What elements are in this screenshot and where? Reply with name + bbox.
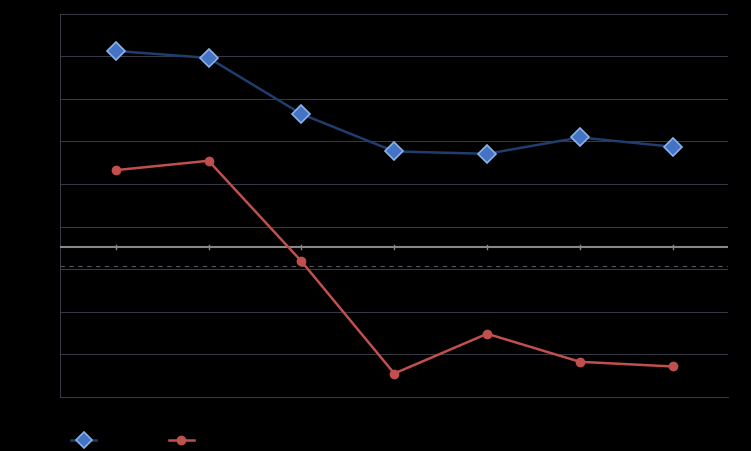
Legend: , : ,	[66, 429, 209, 451]
